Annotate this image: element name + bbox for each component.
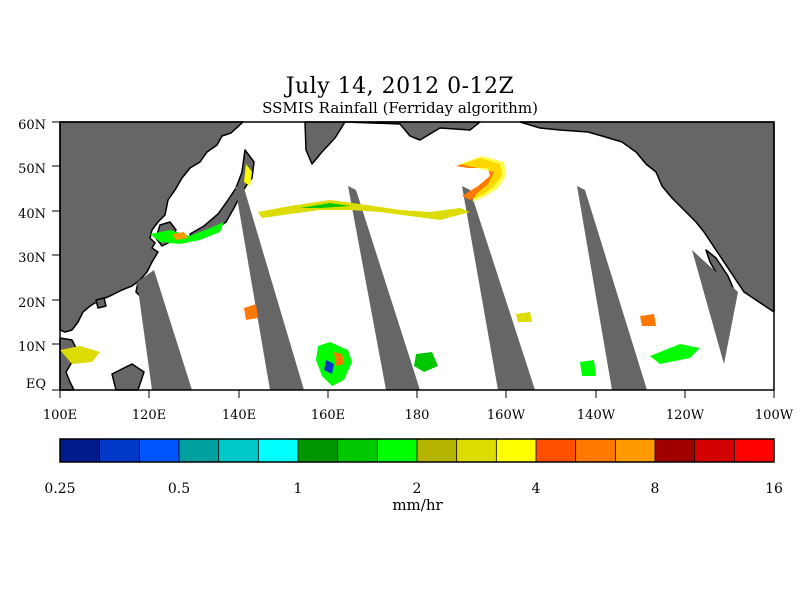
borneo-landmass (111, 363, 145, 391)
colorbar-swatch (218, 439, 259, 462)
rainfall-patches (60, 156, 700, 386)
colorbar-swatch (694, 439, 735, 462)
orbit-gap-2 (235, 186, 304, 390)
rain-tropical-1 (414, 352, 438, 372)
lat-label-40n: 40N (18, 207, 46, 222)
rain-east-pacific-2 (640, 314, 656, 326)
colorbar-swatch (60, 439, 101, 462)
orbit-gap-1 (137, 270, 192, 390)
rain-kuril (244, 164, 252, 186)
colorbar-swatch (615, 439, 656, 462)
colorbar-label-4: 4 (531, 481, 541, 497)
north-america-landmass (519, 121, 775, 313)
orbit-gap-4 (462, 186, 535, 390)
rain-arc-edge (460, 156, 506, 202)
map-title: July 14, 2012 0-12Z (285, 74, 515, 99)
siberia-coast (344, 121, 481, 141)
rain-band-north-pacific (258, 200, 470, 220)
lon-label-100e: 100E (42, 408, 78, 423)
rain-10n-160e-blue (324, 360, 334, 374)
rain-band-core (300, 203, 350, 208)
lat-label-30n: 30N (18, 251, 46, 266)
lon-label-140w: 140W (576, 408, 616, 423)
lon-label-140e: 140E (221, 408, 257, 423)
colorbar-swatch (298, 439, 339, 462)
colorbar-label-0-25: 0.25 (44, 481, 76, 497)
rain-japan (150, 222, 224, 244)
rain-tropical-2 (580, 360, 596, 376)
rain-south-china-sea (60, 346, 100, 364)
colorbar-swatch (337, 439, 378, 462)
hainan-landmass (95, 297, 107, 309)
colorbar-swatch (179, 439, 220, 462)
colorbar-label-16: 16 (765, 481, 783, 497)
colorbar-units: mm/hr (392, 496, 443, 514)
colorbar-swatch (456, 439, 497, 462)
map-ticks (52, 121, 775, 398)
colorbar-swatch (536, 439, 577, 462)
colorbar (59, 438, 775, 463)
lat-label-eq: EQ (25, 377, 46, 392)
lat-label-20n: 20N (18, 296, 46, 311)
orbit-gap-5 (577, 186, 647, 390)
lon-label-180: 180 (404, 408, 430, 423)
rain-japan-core (172, 232, 188, 240)
colorbar-label-1: 1 (293, 481, 303, 497)
orbit-gap-6 (692, 250, 738, 364)
colorbar-swatch (734, 439, 775, 462)
colorbar-swatch (575, 439, 616, 462)
colorbar-swatch (377, 439, 418, 462)
colorbar-frame (59, 438, 775, 463)
colorbar-swatch (655, 439, 696, 462)
asia-landmass (59, 121, 244, 333)
orbit-gaps (137, 186, 738, 390)
colorbar-swatch (139, 439, 180, 462)
rain-10n-160e-core (334, 352, 344, 366)
lon-label-120e: 120E (131, 408, 167, 423)
rain-central-pacific (516, 312, 532, 322)
orbit-gap-3 (348, 186, 420, 390)
colorbar-swatch (417, 439, 458, 462)
map-subtitle: SSMIS Rainfall (Ferriday algorithm) (262, 99, 538, 117)
lat-label-10n: 10N (18, 340, 46, 355)
lon-label-160e: 160E (310, 408, 346, 423)
colorbar-swatch (99, 439, 140, 462)
rain-east-pacific-1 (650, 344, 700, 364)
rain-20n-145e (244, 304, 258, 320)
colorbar-label-8: 8 (650, 481, 660, 497)
colorbar-swatch (258, 439, 299, 462)
colorbar-label-2: 2 (412, 481, 422, 497)
colorbar-swatch (496, 439, 537, 462)
colorbar-label-0-5: 0.5 (167, 481, 191, 497)
lon-label-160w: 160W (486, 408, 526, 423)
lon-label-100w: 100W (754, 408, 794, 423)
lon-label-120w: 120W (665, 408, 705, 423)
lat-label-50n: 50N (18, 162, 46, 177)
lat-label-60n: 60N (18, 118, 46, 133)
